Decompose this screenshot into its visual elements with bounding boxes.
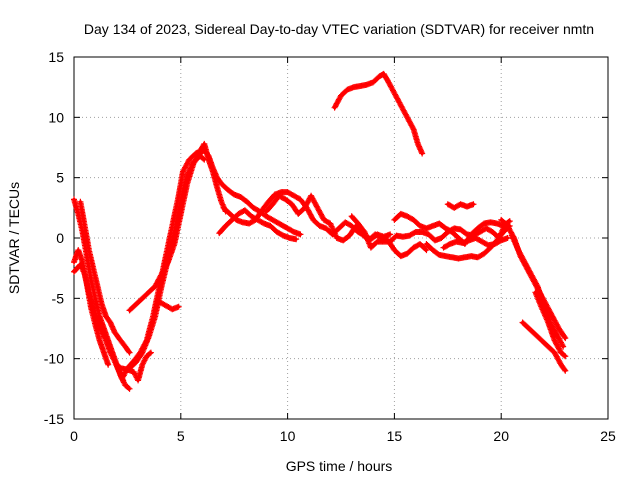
series-arc-17 xyxy=(440,235,511,251)
y-ticks: -15 -10 -5 0 5 10 15 xyxy=(44,49,608,427)
x-ticks: 0 5 10 15 20 25 xyxy=(70,57,616,444)
series-plus-markers xyxy=(126,146,304,314)
series-plus-markers xyxy=(532,289,569,360)
series-arc-22 xyxy=(532,289,569,360)
series-plus-markers xyxy=(77,198,133,356)
series-plus-markers xyxy=(331,70,426,157)
series-plus-markers xyxy=(156,298,182,313)
x-tick-label: 15 xyxy=(387,428,403,444)
series-arc-13 xyxy=(331,70,426,157)
series-arc-8 xyxy=(126,146,304,314)
x-tick-label: 5 xyxy=(177,428,185,444)
series-arc-6 xyxy=(120,140,229,380)
x-tick-label: 10 xyxy=(280,428,296,444)
series-plus-markers xyxy=(120,140,229,380)
y-tick-label: 5 xyxy=(56,170,64,186)
series-line xyxy=(121,142,228,379)
chart-title: Day 134 of 2023, Sidereal Day-to-day VTE… xyxy=(84,21,594,37)
y-tick-label: -15 xyxy=(44,411,64,427)
data-series xyxy=(71,70,569,392)
y-axis-label: SDTVAR / TECUs xyxy=(6,182,22,294)
series-plus-markers xyxy=(519,319,569,374)
x-tick-label: 25 xyxy=(600,428,616,444)
series-line xyxy=(332,72,424,156)
series-plus-markers xyxy=(440,235,511,251)
y-tick-label: -5 xyxy=(52,290,65,306)
x-tick-label: 0 xyxy=(70,428,78,444)
series-arc-9 xyxy=(156,298,182,313)
series-arc-4 xyxy=(77,198,133,356)
y-tick-label: 10 xyxy=(48,109,64,125)
y-tick-label: 0 xyxy=(56,230,64,246)
y-tick-label: -10 xyxy=(44,351,64,367)
y-tick-label: 15 xyxy=(48,49,64,65)
x-axis-label: GPS time / hours xyxy=(286,458,393,474)
series-arc-18 xyxy=(444,201,477,211)
x-tick-label: 20 xyxy=(493,428,509,444)
series-plus-markers xyxy=(444,201,477,211)
series-arc-21 xyxy=(519,319,569,374)
